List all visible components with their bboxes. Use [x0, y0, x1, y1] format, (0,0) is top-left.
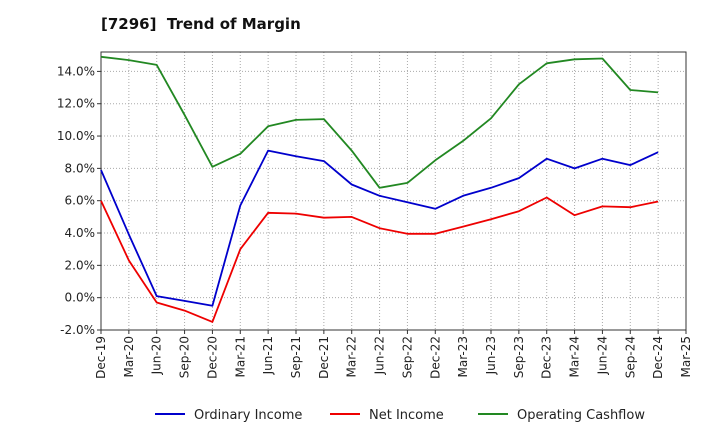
x-tick-label: Dec-19	[94, 336, 108, 379]
ordinary-income-line	[100, 149, 659, 307]
x-tick-label: Jun-20	[150, 336, 164, 375]
x-tick-label: Sep-20	[178, 336, 192, 378]
y-tick-label: -2.0%	[60, 323, 95, 337]
y-tick-label: 10.0%	[57, 129, 95, 143]
x-tick-label: Sep-22	[400, 336, 414, 378]
operating-cashflow-line	[100, 55, 659, 189]
legend-label-net-income: Net Income	[369, 408, 444, 423]
y-tick-label: 0.0%	[65, 291, 96, 305]
x-tick-label: Jun-22	[373, 336, 387, 375]
x-tick-label: Dec-22	[428, 336, 442, 379]
plot-frame	[100, 51, 687, 331]
y-tick-label: 6.0%	[65, 194, 96, 208]
x-tick-label: Mar-24	[568, 336, 582, 377]
x-tick-label: Sep-24	[623, 336, 637, 378]
x-tick-label: Mar-22	[345, 336, 359, 377]
x-tick-label: Jun-23	[484, 336, 498, 375]
x-tick-label: Mar-25	[679, 336, 693, 377]
x-tick-label: Jun-21	[261, 336, 275, 375]
y-tick-label: 14.0%	[57, 64, 95, 78]
y-tick-label: 12.0%	[57, 97, 95, 111]
x-tick-label: Mar-23	[456, 336, 470, 377]
legend-label-operating-cashflow: Operating Cashflow	[517, 408, 645, 423]
net-income-line	[100, 196, 659, 323]
x-tick-label: Jun-24	[595, 336, 609, 375]
x-tick-label: Dec-23	[540, 336, 554, 379]
y-tick-label: 4.0%	[65, 226, 96, 240]
x-tick-label: Dec-21	[317, 336, 331, 379]
x-tick-label: Mar-20	[122, 336, 136, 377]
x-tick-label: Sep-21	[289, 336, 303, 378]
y-tick-label: 8.0%	[65, 161, 96, 175]
y-tick-label: 2.0%	[65, 258, 96, 272]
x-tick-label: Dec-20	[205, 336, 219, 379]
x-tick-label: Mar-21	[233, 336, 247, 377]
chart-title: [7296] Trend of Margin	[101, 15, 301, 33]
legend-label-ordinary-income: Ordinary Income	[194, 408, 302, 423]
x-tick-label: Dec-24	[651, 336, 665, 379]
x-tick-label: Sep-23	[512, 336, 526, 378]
